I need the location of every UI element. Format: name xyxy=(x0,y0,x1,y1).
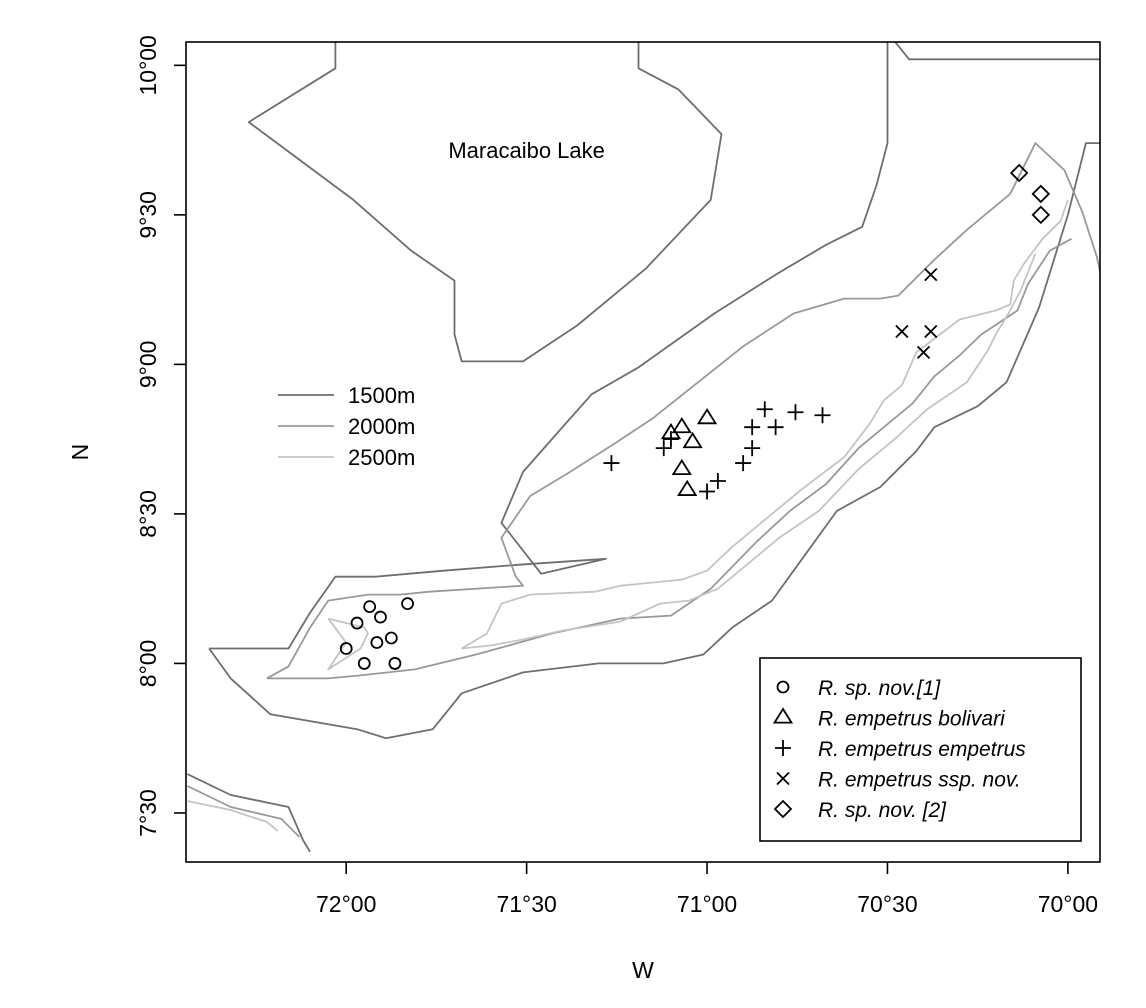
legend-label: R. empetrus ssp. nov. xyxy=(818,769,1021,792)
contour-line-2000m xyxy=(266,238,1072,680)
contour-line-2500m xyxy=(187,800,279,832)
contour-line-1500m xyxy=(208,142,1100,740)
contour-legend: 1500m 2000m 2500m xyxy=(278,383,415,470)
point-plus xyxy=(655,440,672,457)
point-cross xyxy=(924,324,938,339)
plot-frame xyxy=(185,41,1101,863)
point-diamond xyxy=(1009,163,1029,183)
y-axis-title: N xyxy=(67,444,93,461)
y-tick-label: 10°00 xyxy=(135,35,161,95)
point-triangle xyxy=(696,408,718,425)
y-tick-label: 8°30 xyxy=(135,490,161,538)
y-tick-label: 8°00 xyxy=(135,640,161,688)
point-triangle xyxy=(682,431,703,449)
y-tick-label: 9°30 xyxy=(135,191,161,239)
point-plus xyxy=(662,431,679,448)
place-labels: Maracaibo Lake xyxy=(448,138,605,163)
point-circle xyxy=(384,631,398,645)
contour-line-2000m xyxy=(266,142,1100,680)
legend-label: R. empetrus empetrus xyxy=(818,738,1026,761)
contour-legend-label: 2500m xyxy=(348,445,415,470)
legend-symbol-triangle xyxy=(772,707,794,724)
contour-line-1500m xyxy=(247,42,723,363)
contour-legend-label: 1500m xyxy=(348,383,415,408)
x-tick-label: 71°00 xyxy=(677,891,737,917)
y-tick-label: 7°30 xyxy=(135,789,161,837)
legend-label: R. empetrus bolivari xyxy=(818,708,1006,731)
point-circle xyxy=(370,636,384,649)
legend-symbol-circle xyxy=(776,680,790,694)
point-circle xyxy=(401,597,414,611)
point-triangle xyxy=(671,416,692,434)
point-plus xyxy=(603,455,620,472)
contour-legend-label: 2000m xyxy=(348,414,415,439)
point-triangle xyxy=(671,458,692,476)
point-plus xyxy=(735,455,752,472)
species-legend: R. sp. nov.[1] R. empetrus bolivari R. emp… xyxy=(759,657,1082,842)
contour-line-2000m xyxy=(187,785,300,838)
species-legend-box xyxy=(759,657,1082,842)
contour-line-2500m xyxy=(461,199,1069,650)
point-plus xyxy=(709,473,726,490)
place-label: Maracaibo Lake xyxy=(448,138,605,163)
contour-line-1500m xyxy=(209,42,889,650)
occurrence-points xyxy=(339,163,1051,670)
point-plus xyxy=(744,419,761,436)
x-tick-label: 71°30 xyxy=(496,891,556,917)
point-plus xyxy=(787,404,804,421)
legend-label: R. sp. nov. [2] xyxy=(818,799,947,822)
legend-symbol-diamond xyxy=(773,799,793,819)
x-axis: 72°00 71°30 71°00 70°30 70°00 xyxy=(316,862,1098,917)
point-plus xyxy=(744,440,761,457)
point-diamond xyxy=(1031,184,1051,204)
point-circle xyxy=(339,642,353,655)
legend-symbol-cross xyxy=(776,771,790,786)
x-axis-title: W xyxy=(632,957,654,983)
legend-label: R. sp. nov.[1] xyxy=(818,677,941,700)
contour-line-1500m xyxy=(894,42,1100,61)
point-plus xyxy=(756,401,773,418)
point-plus xyxy=(814,407,831,424)
point-triangle xyxy=(677,479,698,496)
x-tick-label: 72°00 xyxy=(316,891,376,917)
x-tick-label: 70°00 xyxy=(1038,891,1098,917)
contour-line-1500m xyxy=(187,773,311,853)
point-circle xyxy=(363,600,377,614)
y-axis: 7°30 8°00 8°30 9°00 9°30 10°00 xyxy=(135,35,186,837)
contour-line-2500m xyxy=(461,253,1037,650)
x-tick-label: 70°30 xyxy=(857,891,917,917)
point-cross xyxy=(916,345,931,360)
point-plus xyxy=(699,483,716,500)
point-circle xyxy=(350,616,364,630)
legend-symbol-plus xyxy=(775,740,791,756)
elevation-contours xyxy=(187,42,1100,853)
point-diamond xyxy=(1031,205,1051,225)
point-circle xyxy=(374,610,387,624)
point-circle xyxy=(357,657,371,670)
point-circle xyxy=(388,657,402,670)
y-tick-label: 9°00 xyxy=(135,341,161,389)
point-plus xyxy=(767,419,784,436)
point-cross xyxy=(895,324,909,339)
point-cross xyxy=(924,268,938,282)
